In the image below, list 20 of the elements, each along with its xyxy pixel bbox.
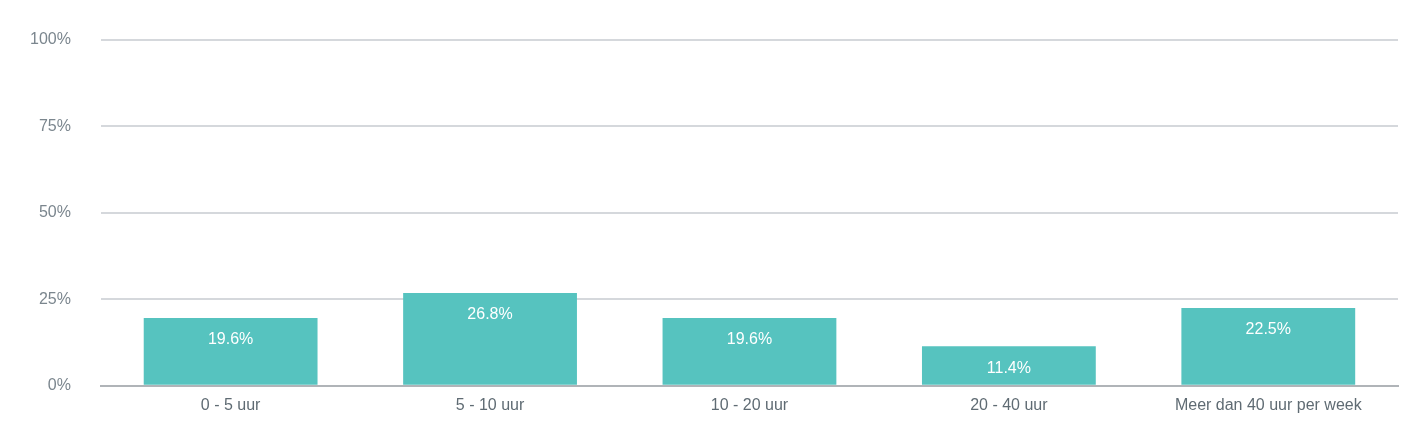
x-tick-label: Meer dan 40 uur per week: [1174, 395, 1363, 413]
x-tick-label: 20 - 40 uur: [970, 395, 1049, 413]
y-tick-label: 75%: [38, 116, 71, 134]
data-label: 19.6%: [207, 330, 254, 348]
data-label: 26.8%: [467, 305, 513, 323]
bar: [143, 317, 318, 385]
data-label: 22.5%: [1245, 320, 1291, 338]
bar: [1181, 307, 1356, 385]
y-tick-label: 25%: [38, 289, 71, 307]
bar: [403, 293, 577, 385]
data-label: 19.6%: [726, 330, 773, 348]
x-tick-label: 0 - 5 uur: [200, 395, 262, 413]
y-tick-label: 0%: [47, 376, 71, 394]
y-tick-label: 50%: [38, 203, 71, 221]
x-tick-label: 10 - 20 uur: [710, 395, 789, 413]
x-tick-label: 5 - 10 uur: [455, 395, 525, 413]
bar: [662, 317, 837, 385]
bar: [921, 346, 1096, 385]
data-label: 11.4%: [986, 358, 1031, 376]
y-tick-label: 100%: [30, 30, 71, 48]
